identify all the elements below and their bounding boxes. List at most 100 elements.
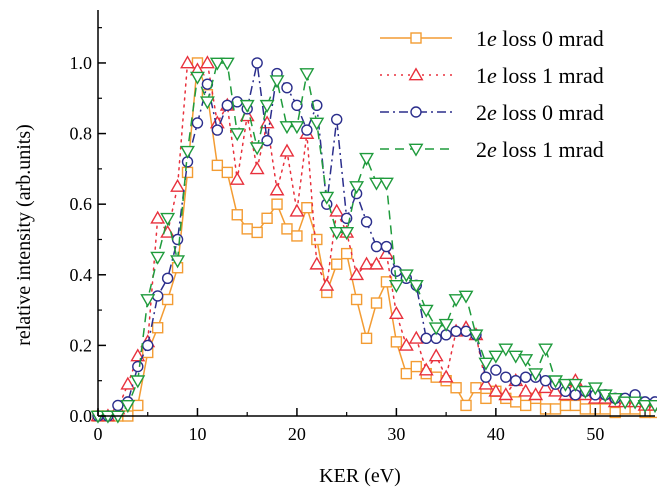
- data-point: [480, 392, 492, 405]
- data-point: [340, 247, 353, 260]
- data-point: [180, 145, 195, 159]
- legend-entry: 1e loss 1 mrad: [380, 63, 604, 88]
- data-point: [199, 55, 215, 69]
- plot-area: [90, 55, 657, 424]
- data-point: [548, 383, 563, 397]
- y-tick-label: 1.0: [70, 53, 93, 73]
- data-point: [261, 134, 273, 147]
- x-tick-label: 10: [188, 424, 206, 444]
- data-point: [259, 99, 275, 113]
- data-point: [380, 240, 393, 253]
- data-point: [460, 399, 472, 412]
- legend-swatch-marker: [410, 32, 422, 44]
- data-point: [577, 385, 593, 399]
- data-point: [241, 223, 253, 235]
- data-point: [369, 177, 384, 191]
- data-point: [438, 318, 454, 332]
- data-point: [349, 181, 365, 195]
- data-point: [289, 121, 305, 135]
- data-point: [418, 304, 434, 318]
- data-point: [309, 117, 325, 131]
- data-point: [130, 348, 146, 362]
- data-point: [478, 376, 494, 390]
- y-tick-label: 0.0: [70, 406, 93, 426]
- y-tick-label: 0.6: [70, 194, 93, 214]
- data-point: [269, 75, 285, 89]
- data-point: [539, 374, 552, 387]
- data-point: [408, 279, 424, 294]
- x-tick-label: 0: [94, 424, 103, 444]
- y-tick-label: 0.8: [70, 124, 93, 144]
- data-point: [450, 325, 462, 337]
- data-point: [438, 369, 454, 383]
- data-point: [528, 387, 544, 401]
- data-point: [410, 360, 422, 373]
- data-point: [428, 322, 444, 336]
- data-point: [468, 329, 484, 343]
- data-point: [498, 387, 514, 401]
- data-point: [120, 400, 136, 414]
- y-tick-label: 0.4: [70, 265, 93, 285]
- data-point: [388, 305, 404, 320]
- data-point: [151, 290, 164, 302]
- data-point: [100, 410, 116, 424]
- legend-swatch-marker: [410, 106, 422, 118]
- data-point: [350, 293, 363, 306]
- data-point: [221, 166, 234, 179]
- data-point: [301, 124, 313, 136]
- x-tick-label: 20: [288, 424, 306, 444]
- y-tick-label: 0.2: [70, 335, 93, 355]
- data-point: [132, 399, 144, 412]
- data-point: [339, 227, 355, 241]
- data-point: [132, 360, 144, 373]
- data-point: [579, 403, 592, 415]
- data-point: [171, 233, 184, 246]
- data-point: [309, 256, 325, 270]
- data-point: [251, 57, 263, 69]
- data-point: [380, 276, 393, 288]
- data-point: [519, 371, 532, 383]
- data-point: [538, 343, 554, 357]
- data-point: [390, 265, 403, 277]
- data-point: [480, 371, 492, 383]
- data-point: [359, 256, 375, 270]
- data-point: [281, 223, 293, 235]
- legend-swatch-marker: [408, 67, 424, 81]
- data-point: [398, 269, 414, 283]
- data-point: [161, 272, 174, 285]
- data-point: [488, 383, 504, 397]
- data-point: [360, 332, 373, 345]
- data-point: [617, 396, 633, 410]
- data-point: [369, 256, 384, 270]
- data-point: [291, 99, 303, 112]
- data-point: [251, 226, 263, 239]
- data-point: [559, 399, 572, 412]
- data-point: [219, 57, 235, 71]
- data-point: [390, 336, 403, 348]
- data-point: [460, 325, 472, 337]
- axes: 0 10 20 30 40 50 0.0 0.2 0.4 0.6 0.8 1.0: [70, 10, 655, 444]
- data-point: [190, 71, 205, 85]
- data-point: [420, 332, 432, 345]
- data-point: [498, 343, 514, 357]
- data-point: [478, 357, 494, 371]
- data-point: [150, 251, 166, 265]
- legend-label: 1e loss 1 mrad: [476, 63, 604, 88]
- legend-label: 2e loss 1 mrad: [476, 137, 604, 162]
- data-point: [331, 113, 343, 126]
- data-point: [558, 378, 573, 392]
- data-point: [349, 267, 365, 281]
- data-point: [587, 382, 603, 396]
- data-point: [150, 210, 166, 224]
- data-point: [528, 368, 544, 382]
- data-point: [428, 348, 444, 362]
- data-point: [301, 202, 313, 214]
- data-point: [140, 294, 156, 308]
- data-point: [430, 371, 442, 383]
- data-point: [161, 293, 174, 306]
- data-point: [518, 354, 534, 368]
- data-point: [450, 382, 462, 394]
- legend-swatch-marker: [408, 143, 424, 157]
- data-point: [510, 396, 522, 408]
- data-point: [607, 392, 623, 407]
